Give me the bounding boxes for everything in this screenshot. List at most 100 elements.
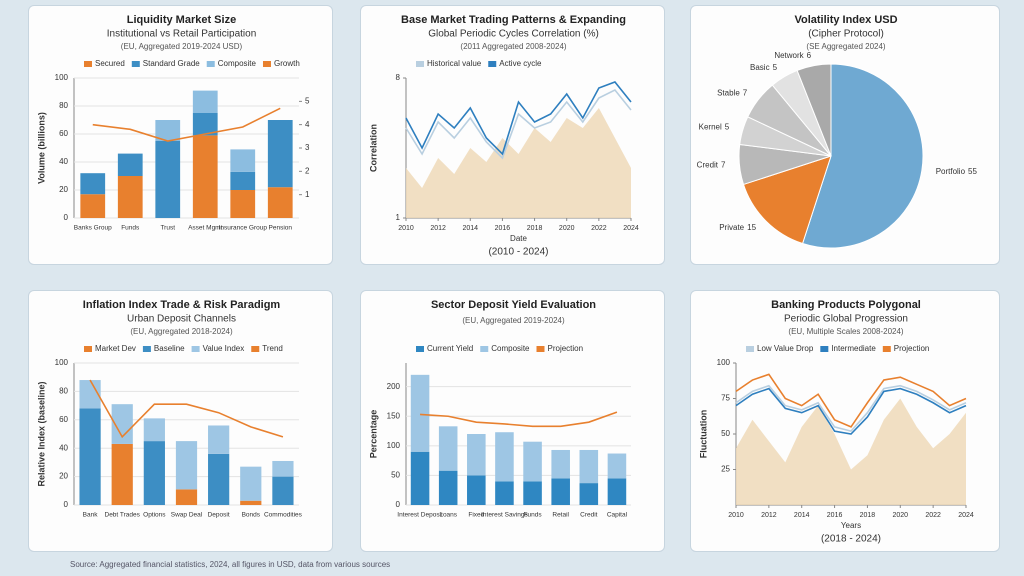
chart: Liquidity Market Size Institutional vs Re…: [36, 14, 310, 232]
x-tick-label: Credit: [580, 512, 598, 519]
x-tick-label: Swap Deal: [171, 512, 203, 519]
bar-segment: [143, 441, 165, 505]
x-tick-label: 2010: [728, 512, 744, 519]
bar-segment: [117, 153, 143, 176]
chart-panel: Inflation Index Trade & Risk Paradigm Urb…: [28, 290, 333, 552]
y-tick-label: 1: [396, 213, 401, 222]
legend-label: Historical value: [427, 59, 482, 68]
chart-note: (SE Aggregated 2024): [806, 42, 886, 51]
y-tick-label: 0: [396, 500, 401, 509]
slice-name: Basic: [750, 63, 770, 72]
bar-segment: [111, 404, 133, 444]
legend-label: Standard Grade: [143, 59, 200, 68]
x-tick-label: 2016: [495, 225, 511, 232]
x-tick-label: 2016: [827, 512, 843, 519]
bar-segment: [240, 500, 262, 505]
bar-segment: [551, 478, 570, 505]
bar-segment: [495, 432, 514, 482]
legend-label: Growth: [274, 59, 300, 68]
y-axis-label: Percentage: [368, 410, 378, 459]
y-tick-label: 200: [387, 382, 401, 391]
bar-segment: [208, 453, 230, 505]
x-tick-label: 2020: [559, 225, 575, 232]
slice-value: 7: [721, 161, 726, 170]
chart-subtitle: (Cipher Protocol): [808, 29, 884, 40]
legend-label: Projection: [894, 344, 930, 353]
line-series: [735, 387, 967, 435]
chart: Base Market Trading Patterns & Expanding…: [368, 14, 639, 258]
x-tick-label: 2010: [398, 225, 414, 232]
period-label: (2018 - 2024): [821, 534, 881, 545]
chart-subtitle: Urban Deposit Channels: [127, 314, 236, 325]
chart-subtitle: Periodic Global Progression: [784, 314, 908, 325]
y-tick-label: 100: [55, 73, 69, 82]
bar-segment: [155, 141, 181, 218]
y-tick-label: 0: [64, 213, 69, 222]
slice-value: 7: [743, 89, 748, 98]
chart-subtitle: Institutional vs Retail Participation: [107, 29, 257, 40]
bar-segment: [272, 460, 294, 477]
x-tick-label: Insurance Group: [219, 225, 268, 232]
x-tick-label: Interest Savings: [481, 512, 528, 519]
slice-label: Credit 7: [697, 161, 726, 170]
line-series: [420, 411, 618, 428]
bar-segment: [410, 451, 430, 505]
legend-swatch: [416, 346, 424, 352]
x-tick-label: Interest Deposit: [397, 512, 443, 519]
x-tick-label: Capital: [607, 512, 628, 519]
legend-label: Baseline: [154, 344, 185, 353]
x-tick-label: Trust: [160, 225, 175, 232]
line-series: [92, 107, 281, 142]
x-tick-label: 2018: [527, 225, 543, 232]
y-tick-label: 80: [59, 387, 68, 396]
chart-title: Base Market Trading Patterns & Expanding: [401, 14, 626, 26]
y2-tick-label: 4: [305, 120, 310, 129]
bar-segment: [79, 408, 101, 505]
x-tick-label: Asset Mgmt: [188, 225, 223, 232]
chart-panel: Sector Deposit Yield Evaluation (EU, Aggr…: [360, 290, 665, 552]
chart-panel: Volatility Index USD (Cipher Protocol) (SE…: [690, 5, 1000, 265]
y-tick-label: 100: [387, 441, 401, 450]
slice-name: Credit: [697, 161, 719, 170]
slice-label: Basic 5: [750, 63, 778, 72]
legend-swatch: [488, 61, 497, 67]
x-tick-label: Banks Group: [74, 225, 112, 232]
legend-swatch: [416, 61, 424, 67]
bar-segment: [579, 483, 599, 505]
bar-segment: [607, 478, 627, 505]
bar-segment: [607, 453, 627, 479]
chart-note: (EU, Aggregated 2019-2024 USD): [121, 42, 243, 51]
bar-segment: [523, 441, 542, 482]
x-tick-label: Options: [143, 512, 166, 519]
bar-segment: [79, 380, 101, 409]
x-tick-label: Pension: [269, 225, 293, 232]
chart: Banking Products Polygonal Periodic Globa…: [698, 299, 974, 545]
legend-label: Low Value Drop: [757, 344, 814, 353]
y-tick-label: 100: [55, 358, 69, 367]
y-tick-label: 0: [64, 500, 69, 509]
x-axis-label: Date: [510, 234, 527, 243]
pie-slice: [801, 63, 924, 249]
legend-swatch: [262, 61, 271, 67]
line-series: [405, 88, 632, 160]
bar-segment: [117, 176, 143, 218]
bar-segment: [230, 149, 256, 172]
legend-label: Composite: [218, 59, 257, 68]
legend-swatch: [191, 346, 200, 352]
legend-label: Value Index: [203, 344, 245, 353]
x-tick-label: Bank: [83, 512, 99, 519]
legend-swatch: [746, 346, 754, 352]
x-tick-label: 2024: [958, 512, 974, 519]
legend-swatch: [84, 346, 92, 352]
chart-panel: Banking Products Polygonal Periodic Globa…: [690, 290, 1000, 552]
legend-swatch: [820, 346, 829, 352]
y-tick-label: 50: [391, 471, 400, 480]
slice-name: Stable: [717, 89, 740, 98]
area-series: [406, 108, 631, 218]
bar-segment: [495, 481, 514, 505]
bar-segment: [438, 426, 458, 471]
y-tick-label: 40: [59, 157, 68, 166]
chart-title: Inflation Index Trade & Risk Paradigm: [83, 299, 281, 311]
chart-title: Banking Products Polygonal: [771, 299, 921, 311]
